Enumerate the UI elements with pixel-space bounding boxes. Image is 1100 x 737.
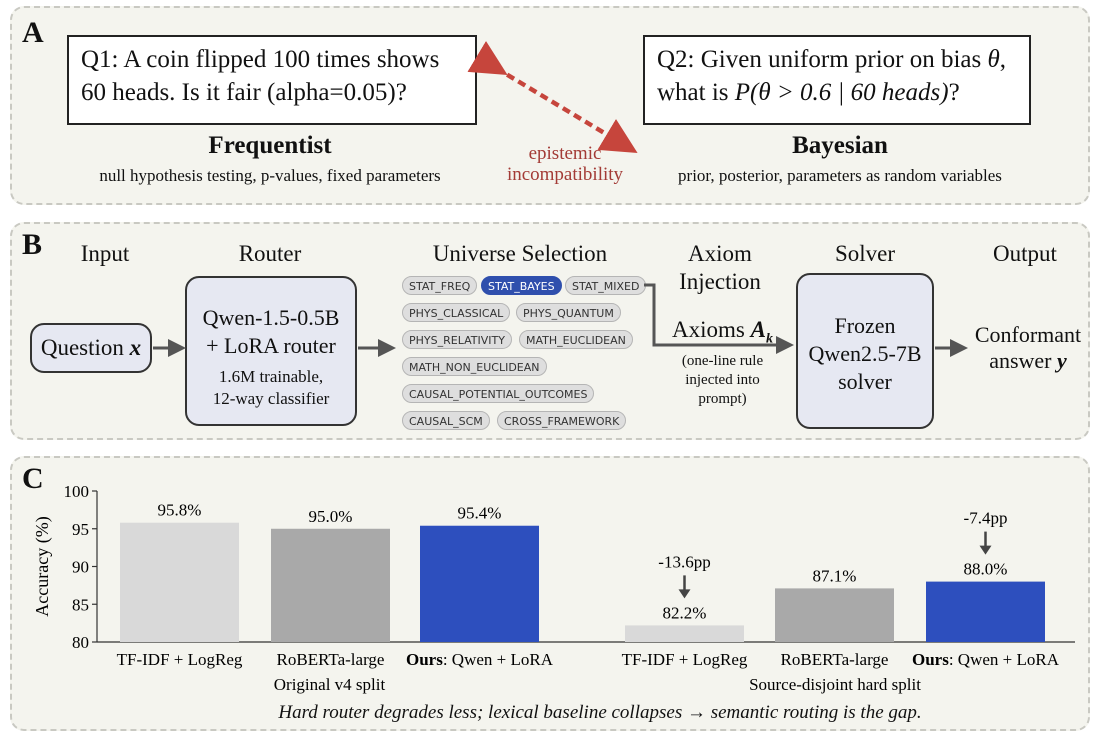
data-label: 95.4% bbox=[458, 504, 502, 523]
universe-pill: STAT_MIXED bbox=[565, 276, 647, 295]
stage-router: Router bbox=[238, 241, 302, 266]
incompatibility-label-2: incompatibility bbox=[506, 164, 624, 185]
panel-c-label: C bbox=[22, 462, 44, 495]
universe-pill: PHYS_CLASSICAL bbox=[402, 303, 511, 322]
delta-label: -13.6pp bbox=[658, 552, 710, 571]
universe-pill: CAUSAL_POTENTIAL_OUTCOMES bbox=[402, 384, 595, 403]
universe-pill: STAT_FREQ bbox=[402, 276, 478, 295]
panel-a-label: A bbox=[22, 16, 44, 49]
delta-label: -7.4pp bbox=[964, 509, 1008, 528]
y-tick-label: 85 bbox=[72, 595, 89, 614]
y-tick-label: 80 bbox=[72, 633, 89, 652]
delta-arrow-head bbox=[678, 589, 691, 599]
bar bbox=[625, 625, 744, 642]
output-label: Conformant answer y bbox=[974, 322, 1082, 373]
y-tick-label: 100 bbox=[64, 482, 90, 501]
question-box: Question x bbox=[30, 323, 152, 373]
y-tick-label: 90 bbox=[72, 558, 89, 577]
bar bbox=[775, 588, 894, 642]
y-axis-label: Accuracy (%) bbox=[32, 516, 53, 616]
universe-pill: MATH_NON_EUCLIDEAN bbox=[402, 357, 547, 376]
delta-arrow-head bbox=[979, 545, 992, 555]
solver-box: Frozen Qwen2.5-7B solver bbox=[796, 273, 934, 429]
data-label: 95.0% bbox=[309, 507, 353, 526]
bayesian-title: Bayesian bbox=[792, 132, 888, 159]
bar bbox=[271, 528, 390, 642]
universe-pill: CROSS_FRAMEWORK bbox=[497, 411, 627, 430]
x-tick-label: TF-IDF + LogReg bbox=[622, 650, 748, 669]
x-tick-label: Ours: Qwen + LoRA bbox=[912, 650, 1060, 669]
bar bbox=[420, 525, 539, 642]
data-label: 95.8% bbox=[158, 501, 202, 520]
panel-b-label: B bbox=[22, 228, 43, 261]
q1-line2: 60 heads. Is it fair (alpha=0.05)? bbox=[81, 79, 407, 106]
frequentist-subtitle: null hypothesis testing, p-values, fixed… bbox=[99, 166, 441, 185]
x-tick-label: Ours: Qwen + LoRA bbox=[406, 650, 554, 669]
q1-line1: Q1: A coin flipped 100 times shows bbox=[81, 46, 440, 73]
stage-solver: Solver bbox=[834, 241, 896, 266]
universe-pill: PHYS_RELATIVITY bbox=[402, 330, 512, 349]
stage-input: Input bbox=[80, 241, 130, 266]
stage-axiom-2: Injection bbox=[679, 269, 761, 294]
group-label: Source-disjoint hard split bbox=[749, 675, 921, 694]
bar bbox=[120, 522, 239, 642]
x-tick-label: RoBERTa-large bbox=[781, 650, 889, 669]
data-label: 87.1% bbox=[813, 566, 857, 585]
q2-line1: Q2: Given uniform prior on bias θ, bbox=[657, 46, 1007, 73]
bar bbox=[926, 581, 1045, 642]
universe-pill-selected: STAT_BAYES bbox=[481, 276, 562, 295]
panel-c-caption: Hard router degrades less; lexical basel… bbox=[278, 702, 922, 723]
universe-pill: MATH_EUCLIDEAN bbox=[519, 330, 633, 349]
stage-axiom-1: Axiom bbox=[688, 241, 752, 266]
data-label: 88.0% bbox=[964, 560, 1008, 579]
universe-pill: CAUSAL_SCM bbox=[402, 411, 490, 430]
pipeline-arrows bbox=[153, 283, 968, 357]
frequentist-title: Frequentist bbox=[208, 132, 332, 159]
x-tick-label: RoBERTa-large bbox=[277, 650, 385, 669]
q2-box: Q2: Given uniform prior on bias θ, what … bbox=[643, 35, 1031, 125]
axiom-note: (one-line rule injected into prompt) bbox=[681, 353, 764, 407]
group-label: Original v4 split bbox=[274, 675, 386, 694]
q1-box: Q1: A coin flipped 100 times shows 60 he… bbox=[67, 35, 477, 125]
bayesian-subtitle: prior, posterior, parameters as random v… bbox=[678, 166, 1002, 185]
stage-universe: Universe Selection bbox=[432, 241, 608, 266]
y-tick-label: 95 bbox=[72, 520, 89, 539]
router-box: Qwen-1.5-0.5B + LoRA router 1.6M trainab… bbox=[185, 276, 357, 426]
data-label: 82.2% bbox=[663, 603, 707, 622]
q2-line2: what is P(θ > 0.6 | 60 heads)? bbox=[657, 79, 960, 106]
stage-output: Output bbox=[993, 241, 1057, 266]
axioms-label: Axioms Ak bbox=[672, 317, 773, 347]
x-tick-label: TF-IDF + LogReg bbox=[117, 650, 243, 669]
universe-pill: PHYS_QUANTUM bbox=[516, 303, 621, 322]
